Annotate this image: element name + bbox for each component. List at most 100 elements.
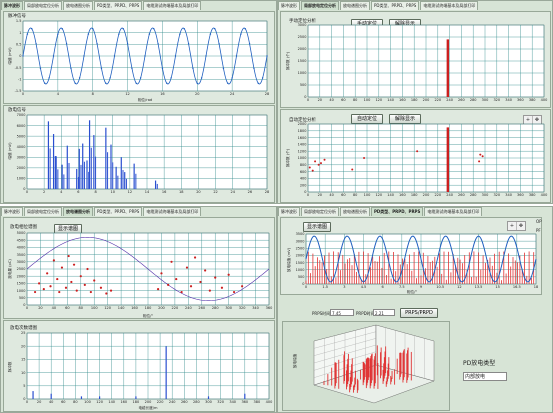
y-tick-label: 500: [19, 296, 26, 300]
pulse-point: [222, 67, 225, 69]
x-tick-label: 20: [196, 190, 200, 194]
phase-point: [75, 289, 78, 292]
y-axis-label: 幅值 (mV): [7, 142, 12, 160]
tab-pd-type[interactable]: PD类型、PRPD、PRPS: [371, 1, 420, 10]
y-tick-label: 5: [23, 384, 25, 388]
prps-time-field[interactable]: 7.45: [330, 309, 354, 316]
x-tick-label: 320: [493, 193, 500, 197]
prps-bar: [517, 262, 518, 284]
pulse-point: [248, 43, 251, 45]
pulse-point: [148, 33, 151, 35]
prps-bar: [381, 267, 383, 284]
zoom-icon[interactable]: +: [525, 117, 531, 123]
prpd-time-label: PRPD时间: [356, 311, 375, 316]
pan-icon[interactable]: ✥: [516, 222, 525, 230]
quadrant-pd-type: 脉冲波形 局部放电定位分析 放电谱图分析 PD类型、PRPD、PRPS 电缆测试…: [277, 206, 553, 413]
tab-pulse-waveform[interactable]: 脉冲波形: [1, 1, 23, 10]
x-tick-label: 100: [364, 98, 371, 102]
prps-bar: [333, 251, 334, 284]
x-axis-label: 电缆长度/m: [138, 405, 158, 410]
x-tick-label: 200: [145, 400, 152, 404]
tab-print[interactable]: 电缆测试终端基本及局部打印: [420, 1, 479, 10]
prps-prpd-button[interactable]: PRPS/PRPD: [400, 308, 438, 318]
tab-pd-type[interactable]: PD类型、PRPD、PRPS: [94, 1, 143, 10]
tab-spectrum-analysis[interactable]: 放电谱图分析: [63, 207, 93, 216]
tab-spectrum-analysis[interactable]: 放电谱图分析: [340, 1, 370, 10]
prps-bar: [478, 252, 479, 284]
y-tick-label: 0: [23, 187, 25, 191]
y-axis-label: 脉冲数 (个): [285, 148, 290, 167]
tab-location-analysis[interactable]: 局部放电定位分析: [24, 1, 62, 10]
count-bar: [165, 346, 167, 399]
x-tick-label: 120: [375, 98, 382, 102]
x-tick-label: 220: [172, 306, 179, 310]
discharge-bar: [86, 160, 88, 189]
tab-pulse-waveform[interactable]: 脉冲波形: [278, 1, 300, 10]
y-tick-label: 800: [300, 163, 307, 167]
x-tick-label: 300: [482, 193, 489, 197]
prps-bar: [349, 258, 351, 284]
prpd-time-field[interactable]: 2.21: [373, 309, 395, 316]
x-tick-label: 380: [254, 400, 261, 404]
prps-bar: [432, 260, 433, 284]
prps-bar: [512, 257, 514, 284]
y-tick-label: 2000: [298, 47, 307, 51]
tab-spectrum-analysis[interactable]: 放电谱图分析: [340, 207, 370, 216]
prps-bar: [413, 252, 415, 284]
y-tick-label: 500: [298, 275, 305, 279]
location-point: [446, 157, 449, 159]
y-tick-label: -0.5: [15, 66, 22, 70]
y-tick-label: 2500: [298, 35, 307, 39]
count-bar: [50, 393, 52, 399]
tab-location-analysis[interactable]: 局部放电定位分析: [301, 207, 339, 216]
pulse-point: [183, 28, 185, 30]
prps-bar: [411, 270, 413, 284]
location-point: [479, 153, 482, 156]
phase-point: [79, 275, 82, 278]
pulse-point: [118, 33, 120, 35]
x-tick-label: 260: [198, 306, 205, 310]
tab-pd-type[interactable]: PD类型、PRPD、PRPS: [94, 207, 143, 216]
zoom-icon[interactable]: +: [509, 223, 515, 229]
show-spectrum-button[interactable]: 显示谱图: [303, 222, 331, 232]
x-tick-label: 4.5: [361, 285, 367, 289]
tab-print[interactable]: 电缆测试终端基本及局部打印: [143, 1, 202, 10]
pulse-point: [31, 28, 33, 30]
y-tick-label: 3000: [17, 260, 26, 264]
prps-bar: [468, 252, 470, 284]
phase-point: [52, 259, 55, 262]
prps-bar: [528, 251, 530, 284]
tab-pulse-waveform[interactable]: 脉冲波形: [1, 207, 23, 216]
prps-bar: [482, 255, 484, 284]
prps-bar: [317, 257, 318, 284]
tab-print[interactable]: 电缆测试终端基本及局部打印: [143, 207, 202, 216]
phase-point: [109, 289, 113, 292]
prps-bar: [358, 251, 360, 284]
discharge-bar: [52, 134, 55, 189]
tab-location-analysis[interactable]: 局部放电定位分析: [301, 1, 339, 10]
discharge-bar: [120, 157, 122, 189]
tab-pulse-waveform[interactable]: 脉冲波形: [278, 207, 300, 216]
tab-location-analysis[interactable]: 局部放电定位分析: [24, 207, 62, 216]
phase-point: [93, 279, 96, 282]
pulse-point: [166, 82, 168, 84]
x-tick-label: 15: [495, 285, 499, 289]
pulse-point: [48, 77, 50, 79]
pan-icon[interactable]: ✥: [532, 116, 541, 124]
x-tick-label: 160: [399, 193, 406, 197]
tab-spectrum-analysis[interactable]: 放电谱图分析: [63, 1, 93, 10]
pulse-point: [196, 82, 198, 84]
tab-print[interactable]: 电缆测试终端基本及局部打印: [424, 207, 483, 216]
x-tick-label: 20: [38, 306, 42, 310]
auto-locate-button[interactable]: 自动定位: [351, 114, 383, 124]
x-tick-label: 0: [307, 193, 309, 197]
pulse-point: [126, 43, 129, 45]
tab-pd-type[interactable]: PD类型、PRPD、PRPS: [371, 207, 424, 216]
discharge-bar: [107, 152, 109, 189]
hide-display-button[interactable]: 解除显示: [389, 114, 421, 124]
prps-bar: [501, 280, 502, 284]
pulse-point: [218, 43, 220, 45]
phase-point: [58, 290, 61, 294]
phase-point: [60, 266, 64, 269]
discharge-bar: [115, 166, 117, 189]
